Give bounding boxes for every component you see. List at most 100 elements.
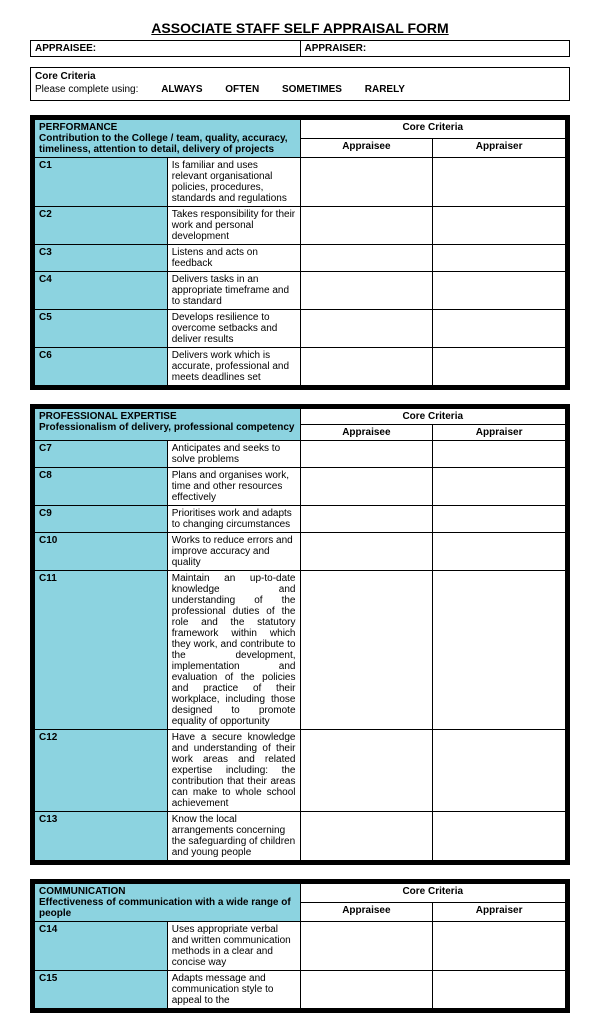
row-desc: Prioritises work and adapts to changing … xyxy=(167,506,300,533)
row-desc: Is familiar and uses relevant organisati… xyxy=(167,158,300,207)
rating-appraisee[interactable] xyxy=(300,971,433,1009)
rating-appraisee[interactable] xyxy=(300,533,433,571)
rating-appraisee[interactable] xyxy=(300,812,433,861)
section-heading: PROFESSIONAL EXPERTISEProfessionalism of… xyxy=(35,409,301,441)
row-code: C5 xyxy=(35,310,168,348)
rating-appraiser[interactable] xyxy=(433,207,566,245)
core-criteria-group-label: Core Criteria xyxy=(300,120,566,139)
row-desc: Anticipates and seeks to solve problems xyxy=(167,441,300,468)
table-row: C14Uses appropriate verbal and written c… xyxy=(35,922,566,971)
instruction-text: Please complete using: xyxy=(35,84,138,95)
rating-appraiser[interactable] xyxy=(433,812,566,861)
rating-appraisee[interactable] xyxy=(300,922,433,971)
section-heading-sub: Contribution to the College / team, qual… xyxy=(39,133,296,155)
col-appraisee: Appraisee xyxy=(300,139,433,158)
rating-appraiser[interactable] xyxy=(433,158,566,207)
section-heading-title: PERFORMANCE xyxy=(39,122,296,133)
table-row: C1Is familiar and uses relevant organisa… xyxy=(35,158,566,207)
core-criteria-title: Core Criteria xyxy=(35,71,565,82)
page-title: ASSOCIATE STAFF SELF APPRAISAL FORM xyxy=(30,20,570,36)
section-heading: PERFORMANCEContribution to the College /… xyxy=(35,120,301,158)
rating-appraiser[interactable] xyxy=(433,272,566,310)
section-communication: COMMUNICATIONEffectiveness of communicat… xyxy=(30,879,570,1013)
row-code: C10 xyxy=(35,533,168,571)
rating-appraisee[interactable] xyxy=(300,272,433,310)
rating-appraiser[interactable] xyxy=(433,506,566,533)
row-code: C3 xyxy=(35,245,168,272)
row-desc: Know the local arrangements concerning t… xyxy=(167,812,300,861)
row-code: C1 xyxy=(35,158,168,207)
rating-appraisee[interactable] xyxy=(300,441,433,468)
row-desc: Plans and organises work, time and other… xyxy=(167,468,300,506)
table-row: C10Works to reduce errors and improve ac… xyxy=(35,533,566,571)
option-rarely: RARELY xyxy=(365,84,405,95)
rating-appraisee[interactable] xyxy=(300,571,433,730)
rating-appraiser[interactable] xyxy=(433,245,566,272)
criteria-table: PROFESSIONAL EXPERTISEProfessionalism of… xyxy=(34,408,566,861)
rating-appraiser[interactable] xyxy=(433,571,566,730)
section-performance: PERFORMANCEContribution to the College /… xyxy=(30,115,570,390)
core-criteria-group-label: Core Criteria xyxy=(300,409,566,425)
rating-appraisee[interactable] xyxy=(300,730,433,812)
table-row: C3Listens and acts on feedback xyxy=(35,245,566,272)
row-code: C12 xyxy=(35,730,168,812)
row-desc: Listens and acts on feedback xyxy=(167,245,300,272)
table-row: C9Prioritises work and adapts to changin… xyxy=(35,506,566,533)
rating-appraisee[interactable] xyxy=(300,348,433,386)
row-desc: Maintain an up-to-date knowledge and und… xyxy=(167,571,300,730)
section-heading-title: PROFESSIONAL EXPERTISE xyxy=(39,411,296,422)
row-desc: Adapts message and communication style t… xyxy=(167,971,300,1009)
table-row: C13Know the local arrangements concernin… xyxy=(35,812,566,861)
table-row: C5Develops resilience to overcome setbac… xyxy=(35,310,566,348)
rating-appraiser[interactable] xyxy=(433,533,566,571)
rating-appraisee[interactable] xyxy=(300,207,433,245)
section-heading-sub: Effectiveness of communication with a wi… xyxy=(39,897,296,919)
row-code: C8 xyxy=(35,468,168,506)
row-desc: Have a secure knowledge and understandin… xyxy=(167,730,300,812)
row-code: C9 xyxy=(35,506,168,533)
row-code: C15 xyxy=(35,971,168,1009)
table-row: C8Plans and organises work, time and oth… xyxy=(35,468,566,506)
table-row: C7Anticipates and seeks to solve problem… xyxy=(35,441,566,468)
rating-appraiser[interactable] xyxy=(433,348,566,386)
rating-appraiser[interactable] xyxy=(433,922,566,971)
appraiser-label: APPRAISER: xyxy=(301,41,570,56)
row-desc: Works to reduce errors and improve accur… xyxy=(167,533,300,571)
row-code: C6 xyxy=(35,348,168,386)
header-row: APPRAISEE: APPRAISER: xyxy=(30,40,570,57)
option-sometimes: SOMETIMES xyxy=(282,84,342,95)
rating-appraiser[interactable] xyxy=(433,468,566,506)
rating-appraiser[interactable] xyxy=(433,730,566,812)
row-code: C13 xyxy=(35,812,168,861)
row-code: C14 xyxy=(35,922,168,971)
table-row: C11Maintain an up-to-date knowledge and … xyxy=(35,571,566,730)
instruction-line: Please complete using: ALWAYS OFTEN SOME… xyxy=(35,84,565,95)
col-appraiser: Appraiser xyxy=(433,903,566,922)
row-desc: Takes responsibility for their work and … xyxy=(167,207,300,245)
row-code: C4 xyxy=(35,272,168,310)
section-heading: COMMUNICATIONEffectiveness of communicat… xyxy=(35,884,301,922)
option-always: ALWAYS xyxy=(161,84,202,95)
col-appraisee: Appraisee xyxy=(300,903,433,922)
core-criteria-group-label: Core Criteria xyxy=(300,884,566,903)
criteria-table: PERFORMANCEContribution to the College /… xyxy=(34,119,566,386)
table-row: C12Have a secure knowledge and understan… xyxy=(35,730,566,812)
row-code: C11 xyxy=(35,571,168,730)
rating-appraisee[interactable] xyxy=(300,468,433,506)
row-desc: Develops resilience to overcome setbacks… xyxy=(167,310,300,348)
appraisee-label: APPRAISEE: xyxy=(31,41,301,56)
row-desc: Delivers work which is accurate, profess… xyxy=(167,348,300,386)
section-heading-sub: Professionalism of delivery, professiona… xyxy=(39,422,296,433)
rating-appraisee[interactable] xyxy=(300,158,433,207)
table-row: C4Delivers tasks in an appropriate timef… xyxy=(35,272,566,310)
col-appraiser: Appraiser xyxy=(433,425,566,441)
rating-appraiser[interactable] xyxy=(433,310,566,348)
rating-appraisee[interactable] xyxy=(300,506,433,533)
table-row: C6Delivers work which is accurate, profe… xyxy=(35,348,566,386)
col-appraiser: Appraiser xyxy=(433,139,566,158)
rating-appraiser[interactable] xyxy=(433,971,566,1009)
rating-appraisee[interactable] xyxy=(300,245,433,272)
rating-appraisee[interactable] xyxy=(300,310,433,348)
row-desc: Delivers tasks in an appropriate timefra… xyxy=(167,272,300,310)
rating-appraiser[interactable] xyxy=(433,441,566,468)
